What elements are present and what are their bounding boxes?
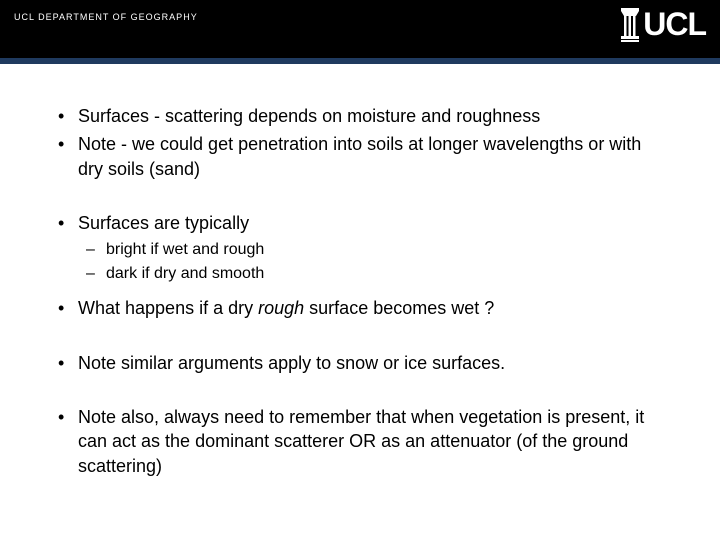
bullet-list: Surfaces are typically bright if wet and… — [50, 211, 670, 284]
bullet-text-emph: rough — [258, 298, 304, 318]
content-area: Surfaces - scattering depends on moistur… — [0, 64, 720, 478]
bullet-list: Surfaces - scattering depends on moistur… — [50, 104, 670, 181]
department-label: UCL DEPARTMENT OF GEOGRAPHY — [0, 12, 198, 22]
bullet-list: What happens if a dry rough surface beco… — [50, 296, 670, 320]
sub-bullet-item: bright if wet and rough — [78, 239, 670, 261]
bullet-item: Note also, always need to remember that … — [50, 405, 670, 478]
sub-bullet-item: dark if dry and smooth — [78, 263, 670, 285]
sub-bullet-list: bright if wet and rough dark if dry and … — [78, 239, 670, 284]
bullet-text-part: surface becomes wet ? — [309, 298, 494, 318]
bullet-item: Note - we could get penetration into soi… — [50, 132, 670, 181]
bullet-item: Note similar arguments apply to snow or … — [50, 351, 670, 375]
portico-icon — [621, 8, 639, 42]
slide: UCL DEPARTMENT OF GEOGRAPHY UCL Surfaces… — [0, 0, 720, 540]
bullet-item: What happens if a dry rough surface beco… — [50, 296, 670, 320]
bullet-text-part: What happens if a dry — [78, 298, 258, 318]
bullet-list: Note similar arguments apply to snow or … — [50, 351, 670, 375]
logo-text: UCL — [643, 6, 706, 43]
ucl-logo: UCL — [621, 6, 706, 43]
bullet-item: Surfaces - scattering depends on moistur… — [50, 104, 670, 128]
bullet-text: Surfaces are typically — [78, 213, 249, 233]
bullet-list: Note also, always need to remember that … — [50, 405, 670, 478]
header-band: UCL DEPARTMENT OF GEOGRAPHY UCL — [0, 0, 720, 58]
bullet-item: Surfaces are typically bright if wet and… — [50, 211, 670, 284]
